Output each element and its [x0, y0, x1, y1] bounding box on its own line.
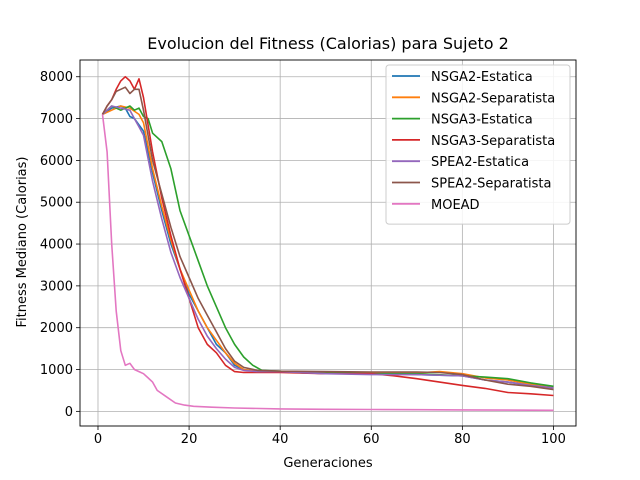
plot-frame — [79, 59, 577, 427]
y-tick-label: 5000 — [40, 196, 73, 211]
axes: 0 20 40 60 80 1000100020003000400050006000700… — [40, 59, 577, 447]
plot-lines — [101, 75, 554, 412]
legend-label: NSGA2-Estatica — [431, 70, 533, 85]
legend-label: MOEAD — [431, 198, 480, 213]
x-tick-label: 0 — [94, 432, 102, 447]
series-line-nsga3-estatica — [101, 105, 554, 388]
y-tick-label: 2000 — [40, 321, 73, 336]
series-line-nsga3-separatista — [101, 75, 554, 397]
series-line-moead — [101, 114, 554, 412]
x-axis-title: Generaciones — [283, 456, 373, 471]
y-tick-label: 3000 — [40, 279, 73, 294]
x-tick-label: 60 — [363, 432, 380, 447]
legend-label: SPEA2-Separatista — [431, 177, 552, 192]
x-tick-label: 80 — [454, 432, 471, 447]
legend-label: SPEA2-Estatica — [431, 155, 529, 170]
y-tick-label: 6000 — [40, 154, 73, 169]
legend-box — [385, 64, 571, 225]
chart-title: Evolucion del Fitness (Calorias) para Su… — [147, 34, 509, 53]
y-tick-label: 4000 — [40, 238, 73, 253]
x-tick-label: 100 — [541, 432, 566, 447]
legend-label: NSGA2-Separatista — [431, 91, 555, 106]
legend: NSGA2-Estatica NSGA2-Separatista NSGA3-Est… — [385, 64, 571, 225]
legend-label: NSGA3-Separatista — [431, 134, 555, 149]
x-tick-label: 20 — [181, 432, 198, 447]
y-axis-title: Fitness Mediano (Calorias) — [15, 157, 30, 328]
x-tick-label: 40 — [272, 432, 289, 447]
y-tick-label: 7000 — [40, 112, 73, 127]
series-line-nsga2-separatista — [102, 105, 554, 389]
series-line-spea2-separatista — [101, 86, 554, 391]
y-tick-label: 1000 — [40, 363, 73, 378]
y-tick-label: 8000 — [40, 70, 73, 85]
legend-label: NSGA3-Estatica — [431, 113, 533, 128]
grid — [80, 60, 576, 426]
y-tick-label: 0 — [65, 405, 73, 420]
series-line-spea2-estatica — [101, 105, 554, 389]
